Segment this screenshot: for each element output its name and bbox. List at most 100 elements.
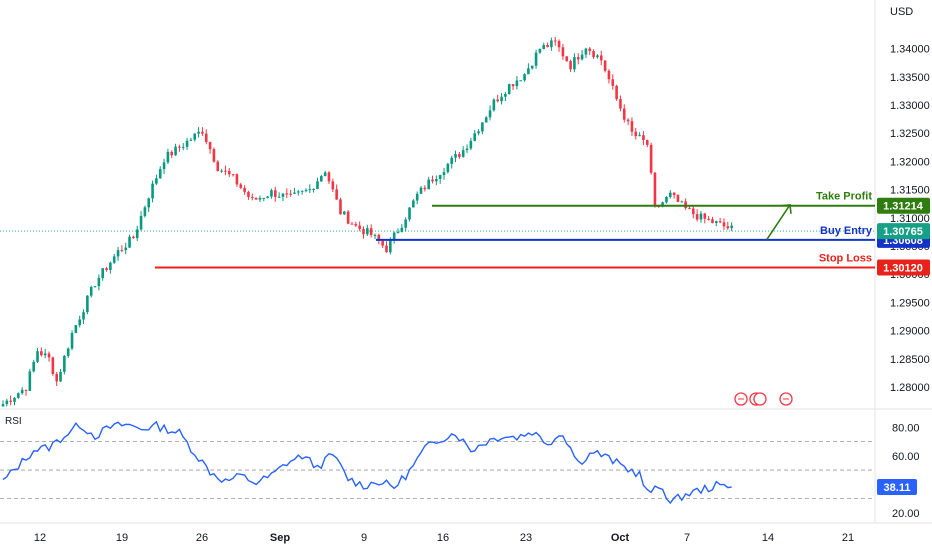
candle-body [695,214,699,220]
candle-body [396,231,400,233]
candle-body [373,234,377,236]
candle-body [247,191,250,197]
candle-body [634,131,638,137]
candle-body [166,151,170,163]
candle-body [553,40,557,42]
rsi-indicator-label[interactable]: RSI [5,416,22,427]
level-label: Take Profit [816,191,872,203]
candle-body [715,221,718,224]
rsi-tick-label: 60.00 [892,451,920,463]
candle-body [630,121,634,132]
price-tick-label: 1.28500 [890,354,930,366]
time-tick-label: 14 [762,532,774,544]
currency-label[interactable]: USD [890,6,913,18]
rsi-value-tag [877,479,917,496]
candle-body [343,211,346,215]
candle-body [32,361,35,372]
candle-body [5,400,9,405]
candle-body [40,351,43,356]
candle-body [93,286,97,288]
rsi-line [2,420,732,505]
candle-body [335,189,338,200]
projection-arrow [766,204,791,240]
candle-body [412,200,415,208]
candle-body [158,169,162,179]
candle-body [718,221,722,223]
candle-body [458,154,461,157]
candle-body [481,122,484,132]
candle-body [584,48,588,55]
candle-body [151,183,154,199]
candle-body [270,190,273,197]
candle-body [668,192,672,197]
candle-body [546,45,549,48]
level-price-tag-text: 1.31214 [883,201,924,213]
candle-body [611,79,615,86]
candle-body [254,197,258,200]
candle-body [105,268,108,270]
candle-body [504,93,507,97]
candle-body [419,187,423,194]
candle-body [120,250,124,252]
candle-body [488,110,492,118]
last-price-tag-text: 1.30765 [883,226,923,238]
time-tick-label: 12 [34,532,46,544]
candle-body [454,154,457,158]
last-price-tag [877,223,930,240]
candle-body [339,199,342,215]
level-label: Stop Loss [819,252,872,264]
candle-body [101,268,105,279]
candle-body [47,353,51,358]
candle-body [285,193,289,195]
candle-body [707,218,710,220]
time-tick-label: 23 [520,532,532,544]
candle-body [435,178,438,182]
chart-background [0,0,932,524]
candle-body [408,207,411,220]
candle-body [404,219,407,228]
candle-body [722,222,726,227]
candle-body [473,133,477,141]
candle-body [377,234,381,242]
candle-body [143,207,147,216]
candle-body [78,319,81,326]
price-tick-label: 1.28000 [890,382,930,394]
economic-event-icon[interactable] [753,392,767,406]
candle-body [70,332,74,349]
candle-body [550,40,553,48]
candle-body [699,213,703,220]
candle-body [385,245,388,253]
candle-body [1,404,5,407]
candle-body [227,171,231,175]
candle-body [231,174,235,176]
candle-body [542,45,546,50]
candle-body [619,99,622,109]
candle-body [216,161,220,172]
candle-body [680,201,684,203]
candle-body [350,223,354,225]
candle-body [645,140,649,145]
candle-body [688,208,691,210]
candle-body [362,228,365,235]
rsi-tick-label: 80.00 [892,422,920,434]
candle-body [250,196,254,198]
candle-body [36,351,39,362]
candle-body [638,135,641,137]
candle-body [181,146,185,148]
candle-body [13,397,16,402]
projection-arrow-head [780,203,792,214]
candle-body [43,353,47,356]
candle-body [438,175,442,179]
time-axis: 12 19 26 Sep 9 16 23 Oct 7 14 21 [34,532,854,544]
candle-body [446,163,450,173]
candle-body [124,247,128,251]
candle-body [28,371,32,391]
candle-body [116,250,120,257]
candle-body [258,198,262,200]
candle-body [289,193,292,195]
candle-body [642,135,645,141]
candle-body [128,236,131,248]
candle-body [74,325,78,333]
level-price-tag [877,197,930,214]
